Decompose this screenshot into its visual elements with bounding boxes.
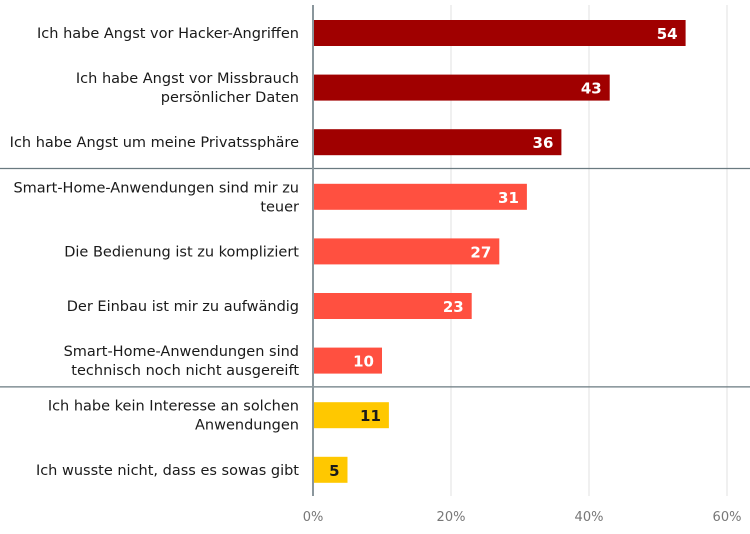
category-label: Ich habe Angst vor Hacker-Angriffen [37,26,299,42]
x-tick-label: 40% [575,510,604,525]
category-label: Der Einbau ist mir zu aufwändig [67,299,299,315]
category-label: Die Bedienung ist zu kompliziert [64,244,299,260]
category-labels: Ich habe Angst vor Hacker-Angriffen Ich h… [10,26,300,479]
group-separators [0,167,750,388]
bar [313,347,382,374]
category-label: Smart-Home-Anwendungen sind [64,344,299,360]
bar-value-label: 10 [353,353,374,371]
bar [313,74,610,101]
category-label: Ich habe kein Interesse an solchen [48,399,299,415]
bars: 54 43 36 31 27 23 10 11 5 [313,20,686,483]
bar [313,183,527,210]
x-tick-label: 20% [437,510,466,525]
bar-value-label: 11 [360,407,381,425]
bar-value-label: 43 [581,80,602,98]
category-label: Ich wusste nicht, dass es sowas gibt [36,463,299,479]
bar [313,456,348,483]
x-axis-ticks: 0% 20% 40% 60% [303,510,742,525]
x-tick-label: 60% [713,510,742,525]
category-label: Smart-Home-Anwendungen sind mir zu [13,180,299,196]
bar-value-label: 23 [443,298,464,316]
bar [313,238,500,265]
category-label: persönlicher Daten [161,90,299,106]
category-label: Anwendungen [195,418,299,434]
bar [313,20,686,46]
x-tick-label: 0% [303,510,324,525]
category-label: Ich habe Angst vor Missbrauch [76,71,299,87]
bar [313,129,562,156]
bar-value-label: 27 [470,243,491,261]
bar-value-label: 5 [329,462,339,480]
bar-value-label: 36 [533,134,554,152]
category-label: Ich habe Angst um meine Privatssphäre [10,135,299,151]
category-label: technisch noch nicht ausgereift [71,363,299,379]
bar-value-label: 54 [657,25,678,43]
category-label: teuer [260,199,299,215]
bar [313,293,472,319]
bar-value-label: 31 [498,189,519,207]
bar [313,402,389,429]
